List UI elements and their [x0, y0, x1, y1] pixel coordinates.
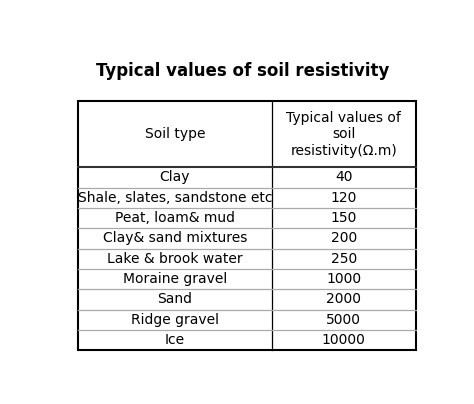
Text: 1000: 1000 — [326, 272, 361, 286]
Text: Ice: Ice — [165, 333, 185, 347]
Text: 10000: 10000 — [322, 333, 366, 347]
Text: Sand: Sand — [157, 292, 192, 306]
Text: Typical values of soil resistivity: Typical values of soil resistivity — [96, 63, 390, 80]
Text: 200: 200 — [331, 231, 357, 246]
Text: Clay& sand mixtures: Clay& sand mixtures — [102, 231, 247, 246]
Text: 250: 250 — [331, 252, 357, 266]
Text: 2000: 2000 — [326, 292, 361, 306]
Text: Clay: Clay — [160, 170, 190, 185]
Text: Soil type: Soil type — [145, 127, 205, 141]
Text: Shale, slates, sandstone etc: Shale, slates, sandstone etc — [78, 191, 272, 205]
Text: 120: 120 — [330, 191, 357, 205]
Text: Moraine gravel: Moraine gravel — [123, 272, 227, 286]
Text: 5000: 5000 — [326, 313, 361, 327]
Text: Lake & brook water: Lake & brook water — [107, 252, 243, 266]
Text: 40: 40 — [335, 170, 353, 185]
Text: Ridge gravel: Ridge gravel — [131, 313, 219, 327]
Text: 150: 150 — [330, 211, 357, 225]
Text: Peat, loam& mud: Peat, loam& mud — [115, 211, 235, 225]
Text: Typical values of
soil
resistivity(Ω.m): Typical values of soil resistivity(Ω.m) — [286, 111, 401, 158]
